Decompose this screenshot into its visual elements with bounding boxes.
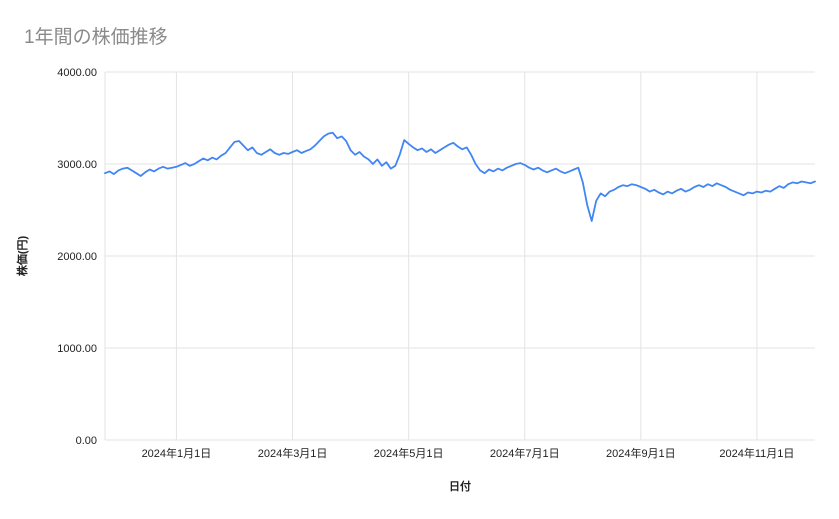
chart-title: 1年間の株価推移 (24, 27, 168, 48)
x-tick-label: 2024年7月1日 (490, 446, 560, 460)
y-tick-label: 3000.00 (57, 159, 97, 171)
x-tick-label: 2024年1月1日 (142, 446, 212, 460)
y-tick-label: 0.00 (76, 435, 97, 447)
x-axis-title: 日付 (449, 481, 471, 493)
y-tick-label: 2000.00 (57, 251, 97, 263)
stock-price-line (104, 131, 816, 222)
x-tick-label: 2024年5月1日 (374, 446, 444, 460)
x-tick-label: 2024年11月1日 (719, 446, 794, 460)
y-tick-label: 4000.00 (57, 67, 97, 79)
y-tick-label: 1000.00 (57, 343, 97, 355)
x-tick-label: 2024年3月1日 (258, 446, 328, 460)
x-tick-label: 2024年9月1日 (606, 446, 676, 460)
